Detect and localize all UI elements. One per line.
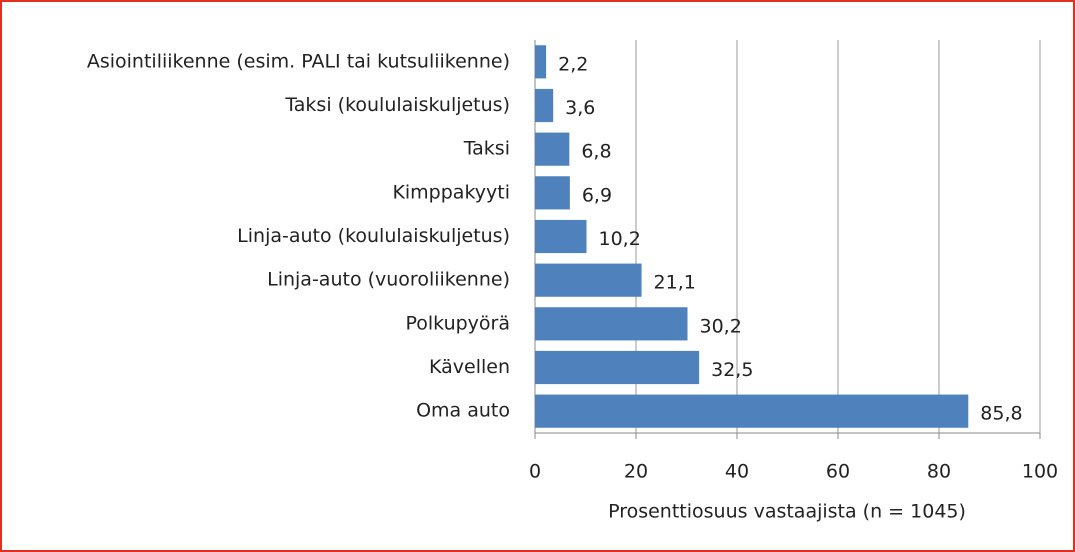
x-tick-label: 0	[529, 461, 541, 483]
bar	[535, 350, 700, 385]
bar	[535, 88, 554, 123]
y-tick-label: Linja-auto (vuoroliikenne)	[267, 269, 510, 291]
y-tick-label: Kimppakyyti	[392, 181, 510, 203]
y-tick-label: Taksi	[463, 138, 510, 160]
bar	[535, 219, 587, 254]
x-tick-label: 60	[826, 461, 850, 483]
data-label: 32,5	[711, 359, 753, 381]
bar	[535, 263, 642, 297]
y-tick-label: Taksi (koululaiskuljetus)	[284, 94, 510, 116]
data-label: 3,6	[565, 97, 595, 119]
y-tick-label: Polkupyörä	[405, 312, 510, 334]
data-label: 2,2	[558, 53, 588, 75]
bar	[535, 307, 688, 341]
data-label: 10,2	[599, 228, 641, 250]
y-tick-label: Asiointiliikenne (esim. PALI tai kutsuli…	[87, 50, 510, 72]
x-tick-label: 100	[1022, 461, 1058, 483]
x-tick-label: 40	[725, 461, 749, 483]
y-tick-label: Oma auto	[416, 400, 510, 422]
data-label: 21,1	[654, 272, 696, 294]
y-tick-label: Kävellen	[429, 356, 510, 378]
x-axis-title: Prosenttiosuus vastaajista (n = 1045)	[608, 501, 966, 523]
bar	[535, 132, 570, 166]
bar	[535, 45, 547, 79]
x-tick-label: 20	[624, 461, 648, 483]
data-label: 6,9	[582, 184, 612, 206]
y-tick-label: Linja-auto (koululaiskuljetus)	[237, 225, 510, 247]
x-tick-label: 80	[927, 461, 951, 483]
data-label: 6,8	[581, 141, 611, 163]
bar	[535, 176, 570, 210]
data-label: 30,2	[700, 315, 742, 337]
data-label: 85,8	[980, 403, 1022, 425]
bar	[535, 394, 969, 428]
